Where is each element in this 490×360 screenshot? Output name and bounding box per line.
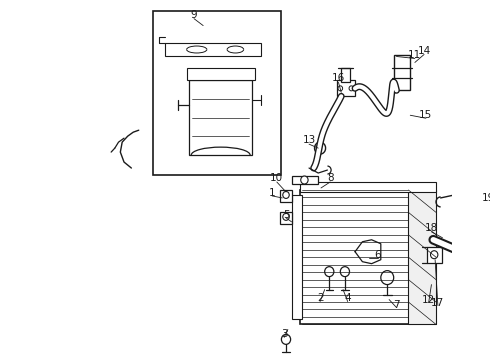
Bar	[300, 182, 436, 192]
Text: 7: 7	[393, 300, 400, 310]
Text: 5: 5	[283, 210, 289, 220]
Circle shape	[281, 334, 291, 345]
Circle shape	[301, 176, 308, 184]
Text: 14: 14	[417, 45, 431, 55]
Text: 10: 10	[270, 173, 283, 183]
Circle shape	[381, 271, 393, 285]
Bar	[427, 247, 441, 263]
Text: 13: 13	[302, 135, 316, 145]
Bar	[393, 55, 410, 90]
Text: 16: 16	[332, 73, 345, 84]
Circle shape	[283, 192, 289, 198]
Text: 11: 11	[408, 50, 421, 60]
Bar	[300, 190, 436, 324]
Bar	[337, 80, 355, 96]
Bar	[280, 190, 293, 202]
Text: 18: 18	[425, 223, 438, 233]
Bar	[165, 42, 261, 57]
Circle shape	[283, 213, 289, 220]
Circle shape	[349, 86, 354, 91]
Text: 1: 1	[269, 188, 275, 198]
Bar	[293, 195, 302, 319]
Text: 17: 17	[431, 297, 444, 307]
Text: 8: 8	[327, 173, 334, 183]
Circle shape	[341, 267, 349, 276]
Bar	[409, 190, 436, 324]
Text: 15: 15	[419, 110, 433, 120]
Text: 6: 6	[375, 250, 381, 260]
Bar	[293, 176, 318, 184]
Circle shape	[325, 267, 334, 276]
Bar	[280, 212, 293, 224]
Circle shape	[338, 86, 343, 91]
Text: 19: 19	[482, 193, 490, 203]
Bar	[152, 11, 281, 175]
Bar	[341, 68, 350, 82]
Text: 3: 3	[281, 329, 288, 339]
Bar	[189, 80, 252, 155]
Text: 9: 9	[191, 10, 197, 20]
Text: 2: 2	[317, 293, 323, 302]
Text: 12: 12	[422, 294, 435, 305]
Circle shape	[431, 251, 438, 259]
Bar	[187, 68, 255, 80]
Text: 4: 4	[344, 293, 351, 302]
